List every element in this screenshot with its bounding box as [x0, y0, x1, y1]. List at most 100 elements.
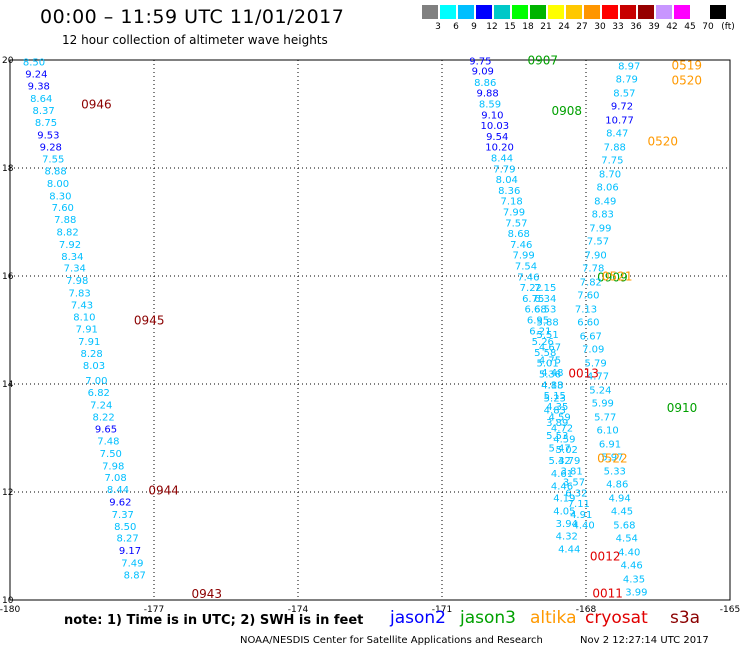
legend-label: 24 — [558, 22, 570, 32]
wave-height-value: 6.60 — [577, 318, 599, 329]
satellite-label-s3a: s3a — [670, 608, 701, 628]
pass-time-label: 0012 — [590, 550, 621, 564]
wave-height-value: 4.05 — [553, 507, 575, 518]
wave-height-value: 5.88 — [536, 318, 558, 329]
wave-height-value: 9.24 — [25, 69, 47, 80]
wave-height-value: 8.10 — [73, 312, 95, 323]
wave-height-value: 5.47 — [548, 444, 570, 455]
wave-height-value: 4.32 — [556, 532, 578, 543]
wave-height-value: 7.08 — [104, 473, 126, 484]
wave-height-value: 7.57 — [587, 237, 609, 248]
subtitle: 12 hour collection of altimeter wave hei… — [62, 33, 328, 47]
wave-height-value: 10.20 — [485, 143, 514, 154]
wave-height-value: 6.91 — [599, 440, 621, 451]
legend-label: 39 — [648, 22, 660, 32]
wave-height-value: 7.00 — [85, 376, 107, 387]
legend-swatch — [620, 5, 636, 19]
wave-height-value: 8.34 — [61, 252, 83, 263]
wave-height-value: 7.92 — [59, 240, 81, 251]
wave-height-value: 7.99 — [589, 224, 611, 235]
legend-swatch — [530, 5, 546, 19]
wave-height-value: 5.99 — [592, 399, 614, 410]
legend-label: 15 — [504, 22, 516, 32]
wave-height-value: 9.54 — [486, 132, 508, 143]
wave-height-value: 8.79 — [616, 75, 638, 86]
legend-swatch — [638, 5, 654, 19]
satellite-label-jason2: jason2 — [390, 608, 446, 628]
wave-height-value: 8.97 — [618, 62, 640, 73]
wave-height-value: 4.86 — [606, 480, 628, 491]
wave-height-value: 8.30 — [49, 191, 71, 202]
legend-swatch — [422, 5, 438, 19]
wave-height-value: 7.15 — [534, 283, 556, 294]
pass-time-label: 0910 — [667, 401, 698, 415]
y-tick-label: 12 — [2, 488, 13, 498]
legend-label: 3 — [435, 22, 441, 32]
legend-label: 36 — [630, 22, 642, 32]
timestamp: Nov 2 12:27:14 UTC 2017 — [580, 635, 709, 646]
wave-height-value: 4.46 — [551, 481, 573, 492]
wave-height-value: 5.68 — [613, 521, 635, 532]
wave-height-value: 6.95 — [527, 316, 549, 327]
x-tick-label: -165 — [720, 605, 740, 615]
wave-height-value: 5.02 — [556, 445, 578, 456]
wave-height-value: 3.81 — [560, 467, 582, 478]
pass-time-label: 0943 — [192, 587, 223, 601]
wave-height-value: 7.50 — [100, 449, 122, 460]
wave-height-value: 6.53 — [534, 305, 556, 316]
wave-height-value: 4.83 — [544, 406, 566, 417]
credit: NOAA/NESDIS Center for Satellite Applica… — [240, 635, 543, 646]
pass-time-label: 0522 — [597, 451, 628, 465]
legend-swatch — [656, 5, 672, 19]
y-tick-label: 18 — [2, 164, 14, 174]
legend-swatch — [494, 5, 510, 19]
wave-height-value: 8.68 — [508, 229, 530, 240]
legend-swatch — [548, 5, 564, 19]
legend-swatch — [602, 5, 618, 19]
wave-height-value: 8.57 — [613, 89, 635, 100]
wave-height-value: 4.94 — [608, 494, 630, 505]
wave-height-value: 5.36 — [539, 370, 561, 381]
wave-height-value: 8.44 — [491, 154, 513, 165]
wave-height-value: 4.35 — [623, 575, 645, 586]
wave-height-value: 5.33 — [604, 467, 626, 478]
wave-height-value: 6.67 — [580, 332, 602, 343]
wave-height-value: 5.15 — [544, 391, 566, 402]
wave-height-value: 10.77 — [605, 116, 634, 127]
pass-time-label: 0521 — [602, 269, 633, 283]
wave-height-value: 8.22 — [92, 413, 114, 424]
satellite-label-cryosat: cryosat — [585, 608, 648, 628]
wave-height-value: 9.62 — [109, 498, 131, 509]
wave-height-value: 9.53 — [37, 130, 59, 141]
y-tick-label: 10 — [2, 596, 14, 606]
wave-height-value: 7.60 — [577, 291, 599, 302]
wave-height-value: 5.53 — [546, 431, 568, 442]
wave-height-value: 8.28 — [80, 349, 102, 360]
wave-height-value: 9.10 — [481, 110, 503, 121]
wave-height-value: 7.99 — [512, 251, 534, 262]
wave-height-value: 3.94 — [556, 519, 578, 530]
legend-swatch — [566, 5, 582, 19]
wave-height-value: 6.10 — [596, 426, 618, 437]
wave-height-value: 4.59 — [553, 434, 575, 445]
wave-height-value: 7.55 — [42, 155, 64, 166]
pass-time-label: 0013 — [568, 367, 599, 381]
wave-height-value: 7.78 — [582, 264, 604, 275]
wave-height-value: 4.46 — [620, 561, 642, 572]
wave-height-value: 7.54 — [515, 262, 537, 273]
wave-height-value: 4.59 — [548, 413, 570, 424]
wave-height-value: 6.34 — [534, 294, 556, 305]
y-tick-label: 20 — [2, 56, 14, 66]
pass-time-label: 0945 — [134, 314, 165, 328]
x-tick-label: -177 — [144, 605, 164, 615]
wave-height-value: 4.44 — [558, 544, 580, 555]
wave-height-value: 4.48 — [541, 368, 563, 379]
wave-height-value: 8.06 — [596, 183, 618, 194]
wave-height-value: 4.18 — [541, 380, 563, 391]
legend-label: 70 — [702, 22, 714, 32]
wave-height-value: 4.72 — [551, 424, 573, 435]
wave-height-value: 7.88 — [54, 215, 76, 226]
wave-height-value: 7.48 — [97, 436, 119, 447]
pass-time-label: 0946 — [81, 98, 112, 112]
